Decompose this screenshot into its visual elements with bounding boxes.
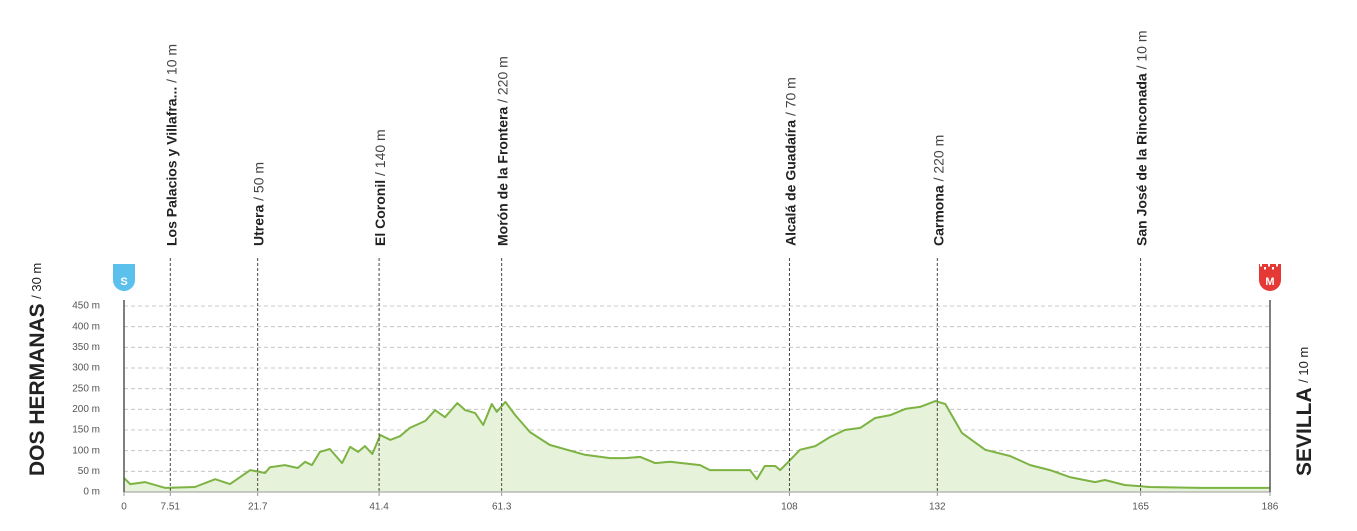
finish-name: SEVILLA xyxy=(1293,387,1316,476)
waypoint-name: San José de la Rinconada xyxy=(1133,73,1149,246)
y-tick-label: 200 m xyxy=(72,404,100,415)
badge-check xyxy=(1264,267,1266,270)
x-tick-label: 165 xyxy=(1132,502,1149,513)
x-tick-label: 41.4 xyxy=(369,502,389,513)
waypoint-label: Alcalá de Guadaíra / 70 m xyxy=(782,77,798,246)
badge-check xyxy=(1272,267,1274,270)
waypoint-label: San José de la Rinconada / 10 m xyxy=(1133,30,1149,246)
x-tick-label: 61.3 xyxy=(492,502,512,513)
y-tick-label: 50 m xyxy=(78,466,100,477)
x-tick-label: 0 xyxy=(121,502,127,513)
y-tick-label: 0 m xyxy=(83,487,100,498)
start-name: DOS HERMANAS xyxy=(26,303,49,476)
x-tick-label: 21.7 xyxy=(248,502,268,513)
start-label: DOS HERMANAS / 30 m xyxy=(26,263,49,476)
badge-check xyxy=(1268,264,1270,267)
waypoint-name: Carmona xyxy=(930,185,946,246)
waypoint-label: Carmona / 220 m xyxy=(930,135,946,246)
profile-line xyxy=(123,400,1270,489)
start-badge-text: S xyxy=(120,276,127,288)
y-tick-label: 250 m xyxy=(72,383,100,394)
finish-elevation: / 10 m xyxy=(1296,347,1311,383)
finish-badge xyxy=(1259,264,1281,291)
y-tick-label: 300 m xyxy=(72,363,100,374)
y-tick-label: 400 m xyxy=(72,321,100,332)
waypoint-elevation: / 50 m xyxy=(250,162,266,201)
finish-label: SEVILLA / 10 m xyxy=(1293,347,1316,476)
waypoint-name: Morón de la Frontera xyxy=(494,107,510,246)
waypoint-elevation: / 140 m xyxy=(372,129,388,176)
waypoint-name: Alcalá de Guadaíra xyxy=(782,120,798,246)
waypoint-label: Morón de la Frontera / 220 m xyxy=(494,56,510,246)
finish-badge-text: M xyxy=(1265,276,1274,288)
waypoint-label: El Coronil / 140 m xyxy=(372,129,388,246)
badge-check xyxy=(1276,264,1278,267)
waypoint-elevation: / 220 m xyxy=(930,135,946,182)
y-tick-label: 350 m xyxy=(72,342,100,353)
waypoint-label: Los Palacios y Villafra... / 10 m xyxy=(163,44,179,246)
x-tick-label: 7.51 xyxy=(161,502,181,513)
y-tick-label: 450 m xyxy=(72,301,100,312)
y-tick-label: 100 m xyxy=(72,445,100,456)
waypoint-name: Los Palacios y Villafra... xyxy=(163,87,179,246)
waypoint-elevation: / 10 m xyxy=(1133,30,1149,69)
waypoint-elevation: / 70 m xyxy=(782,77,798,116)
start-elevation: / 30 m xyxy=(29,263,44,299)
waypoint-elevation: / 10 m xyxy=(163,44,179,83)
waypoint-label: Utrera / 50 m xyxy=(250,162,266,246)
waypoint-name: El Coronil xyxy=(372,180,388,246)
y-tick-label: 150 m xyxy=(72,425,100,436)
x-tick-label: 186 xyxy=(1262,502,1279,513)
x-tick-label: 132 xyxy=(929,502,946,513)
waypoint-elevation: / 220 m xyxy=(494,56,510,103)
start-badge xyxy=(113,264,135,291)
badge-check xyxy=(1260,264,1262,267)
x-tick-label: 108 xyxy=(781,502,798,513)
area-fill xyxy=(124,401,1270,492)
waypoint-name: Utrera xyxy=(250,205,266,246)
